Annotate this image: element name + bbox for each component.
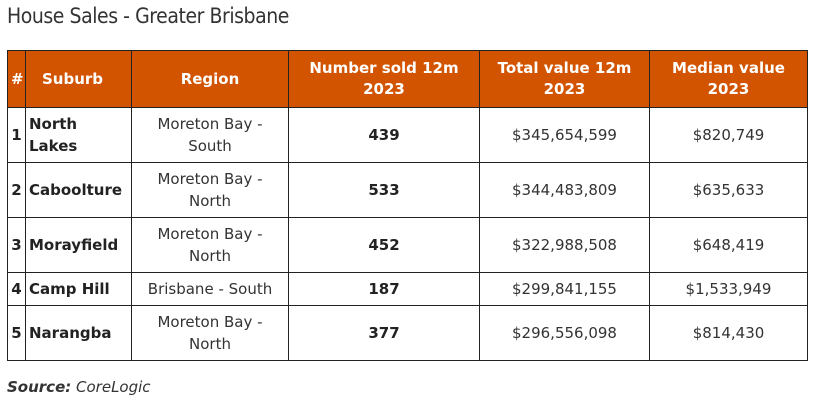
median-value-cell: $635,633 (649, 162, 808, 218)
region-cell: Moreton Bay - North (131, 217, 289, 273)
header-total-value-line2: 2023 (543, 80, 586, 98)
total-value-cell: $299,841,155 (479, 272, 650, 306)
number-sold-cell: 439 (288, 107, 480, 163)
total-value-cell: $344,483,809 (479, 162, 650, 218)
median-value-cell: $1,533,949 (649, 272, 808, 306)
header-total-value-line1: Total value 12m (497, 59, 632, 77)
suburb-cell: Caboolture (25, 162, 132, 218)
header-number-sold: Number sold 12m 2023 (288, 50, 480, 108)
table-header: # Suburb Region Number sold 12m 2023 Tot… (7, 50, 808, 108)
total-value-cell: $345,654,599 (479, 107, 650, 163)
region-line1: Moreton Bay - (157, 225, 263, 243)
median-value-cell: $814,430 (649, 305, 808, 361)
header-region: Region (131, 50, 289, 108)
suburb-cell: Camp Hill (25, 272, 132, 306)
region-cell: Moreton Bay - North (131, 162, 289, 218)
region-cell: Moreton Bay - South (131, 107, 289, 163)
table-row: 3 Morayfield Moreton Bay - North 452 $32… (7, 217, 808, 273)
suburb-cell: North Lakes (25, 107, 132, 163)
region-line1: Moreton Bay - (157, 170, 263, 188)
region-line2: North (189, 247, 231, 265)
region-line2: South (188, 137, 232, 155)
rank-cell: 1 (7, 107, 26, 163)
table-row: 2 Caboolture Moreton Bay - North 533 $34… (7, 162, 808, 218)
median-value-cell: $648,419 (649, 217, 808, 273)
rank-cell: 5 (7, 305, 26, 361)
suburb-line2: Lakes (29, 137, 78, 155)
total-value-cell: $322,988,508 (479, 217, 650, 273)
header-median-value: Median value 2023 (649, 50, 808, 108)
region-cell: Moreton Bay - North (131, 305, 289, 361)
suburb-line1: North (29, 115, 78, 133)
house-sales-table: # Suburb Region Number sold 12m 2023 Tot… (7, 50, 808, 361)
number-sold-cell: 377 (288, 305, 480, 361)
header-rank: # (7, 50, 26, 108)
total-value-cell: $296,556,098 (479, 305, 650, 361)
region-line1: Moreton Bay - (157, 115, 263, 133)
page-title: House Sales - Greater Brisbane (7, 4, 289, 28)
table-row: 5 Narangba Moreton Bay - North 377 $296,… (7, 305, 808, 361)
region-line2: North (189, 192, 231, 210)
source-note: Source: CoreLogic (7, 378, 151, 396)
table-row: 4 Camp Hill Brisbane - South 187 $299,84… (7, 272, 808, 306)
header-suburb: Suburb (25, 50, 132, 108)
header-row: # Suburb Region Number sold 12m 2023 Tot… (7, 50, 808, 108)
suburb-cell: Narangba (25, 305, 132, 361)
table-row: 1 North Lakes Moreton Bay - South 439 $3… (7, 107, 808, 163)
number-sold-cell: 533 (288, 162, 480, 218)
header-total-value: Total value 12m 2023 (479, 50, 650, 108)
number-sold-cell: 187 (288, 272, 480, 306)
table-body: 1 North Lakes Moreton Bay - South 439 $3… (7, 107, 808, 361)
region-line2: North (189, 335, 231, 353)
header-number-sold-line1: Number sold 12m (309, 59, 459, 77)
rank-cell: 4 (7, 272, 26, 306)
rank-cell: 3 (7, 217, 26, 273)
header-number-sold-line2: 2023 (363, 80, 405, 98)
header-median-value-line1: Median value (672, 59, 785, 77)
region-cell: Brisbane - South (131, 272, 289, 306)
rank-cell: 2 (7, 162, 26, 218)
suburb-cell: Morayfield (25, 217, 132, 273)
source-value: CoreLogic (76, 378, 151, 396)
number-sold-cell: 452 (288, 217, 480, 273)
region-line1: Moreton Bay - (157, 313, 263, 331)
median-value-cell: $820,749 (649, 107, 808, 163)
header-median-value-line2: 2023 (707, 80, 750, 98)
source-label: Source: (7, 378, 72, 396)
